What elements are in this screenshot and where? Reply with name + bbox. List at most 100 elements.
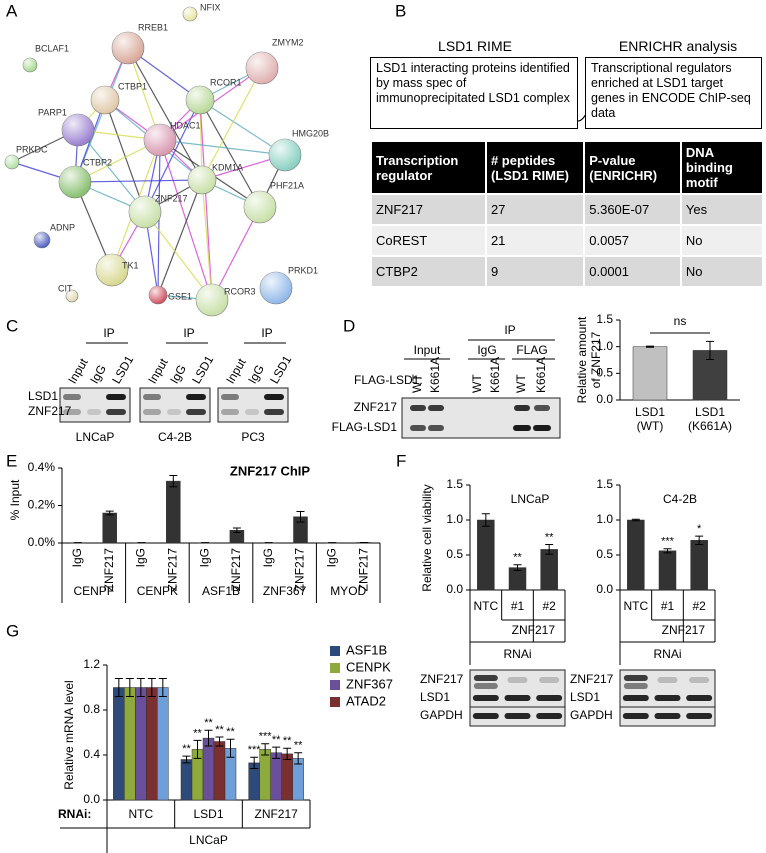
bar (213, 741, 226, 801)
network: NFIX BCLAF1 RREB1 ZMYM2 CTBP1 RCOR1 PARP1 HDAC1… (4, 2, 329, 317)
node-shine (34, 232, 50, 248)
x-tick-label: #1 (511, 599, 525, 613)
x-tick-label: NTC (128, 807, 153, 821)
legend-swatch (330, 697, 340, 707)
bar (632, 346, 668, 401)
y-tick-label: 1.5 (446, 477, 463, 491)
blot-band (186, 394, 206, 400)
data-table: Transcription regulator # peptides (LSD1 … (370, 142, 762, 286)
error-bar (136, 678, 145, 697)
blot-band (533, 425, 551, 431)
lane-label: WT (470, 374, 484, 393)
blot-band (245, 409, 259, 415)
lane-label: IgG (167, 362, 189, 386)
row-label: GAPDH (420, 708, 463, 722)
bar (477, 519, 495, 591)
node-shine (62, 114, 94, 146)
error-bar (232, 527, 241, 533)
lane-label: LSD1 (267, 353, 294, 386)
node-label: ZMYM2 (272, 37, 304, 47)
y-tick-label: 0.2% (28, 498, 56, 512)
table-cell: 0.0001 (583, 255, 681, 286)
error-bar (204, 729, 213, 747)
y-axis-label: Relative mRNA level (62, 680, 76, 789)
significance: ** (283, 735, 292, 747)
blot-band (689, 677, 710, 683)
row-label: FLAG-LSD1 (332, 420, 398, 434)
panel-label: C (6, 316, 18, 335)
bar (124, 687, 136, 801)
table-cell: Yes (679, 193, 762, 225)
bar (113, 687, 125, 801)
node-shine (260, 272, 292, 304)
error-bar (272, 746, 281, 759)
blot-band (87, 409, 101, 415)
panel-label: G (6, 621, 19, 640)
bar (102, 512, 117, 544)
error-bar (215, 736, 224, 747)
text-box: LSD1 interacting proteins identified by … (370, 57, 578, 129)
y-tick-label: 0.0 (596, 392, 613, 406)
blot-band (410, 425, 426, 431)
annotation: ns (674, 314, 687, 328)
node-shine (23, 58, 37, 72)
table-cell: ZNF217 (370, 193, 486, 225)
y-tick-label: 0.4 (83, 747, 100, 761)
y-tick-label: 1.2 (83, 657, 100, 671)
bar (658, 550, 677, 591)
error-bar (226, 738, 235, 758)
network-edge (201, 179, 213, 301)
error-bar (294, 752, 303, 765)
group-label: MYOD (330, 584, 366, 598)
bar (627, 519, 645, 591)
panel-label: E (6, 451, 17, 470)
blot-band (428, 405, 444, 411)
blot (139, 387, 211, 423)
node-shine (186, 86, 214, 114)
blot-band (534, 405, 550, 411)
blot-band (622, 713, 649, 719)
y-tick-label: 1.0 (596, 512, 613, 526)
error-bar (283, 747, 292, 760)
node-shine (246, 52, 278, 84)
x-tick-label: IgG (197, 548, 211, 567)
significance: ** (294, 740, 303, 752)
error-bar (481, 513, 490, 527)
chart-title: LNCaP (511, 492, 550, 506)
header-cell: # peptides (LSD1 RIME) (484, 142, 585, 194)
blot-band (504, 713, 531, 719)
group-label: CENPK (137, 584, 178, 598)
bar (270, 752, 282, 801)
legend-label: ATAD2 (346, 693, 386, 708)
node-label: RREB1 (138, 22, 168, 32)
node-label: CTBP2 (83, 157, 112, 167)
lane-label: K661A (488, 357, 502, 393)
row-label: ZNF217 (420, 672, 464, 686)
error-bar (193, 739, 202, 759)
node-label: HMG20B (292, 128, 329, 138)
blot-band (623, 675, 648, 681)
error-bar (545, 544, 554, 555)
panel-label: A (6, 1, 18, 20)
bar (157, 687, 169, 801)
node-shine (5, 155, 19, 169)
y-tick-label: 0.5 (596, 366, 613, 380)
blot-band (473, 675, 498, 681)
blot-band (504, 695, 531, 701)
x-tick-label: ZNF217 (293, 548, 307, 592)
y-tick-label: 0.0 (596, 582, 613, 596)
row-label: LSD1 (570, 690, 600, 704)
legend-swatch (330, 680, 340, 690)
blot-band (106, 409, 126, 415)
blot-band (536, 695, 563, 701)
error-bar (182, 755, 191, 764)
y-tick-label: 1.0 (596, 339, 613, 353)
lane-label: WT (410, 374, 424, 393)
blot-band (657, 677, 678, 683)
group-label: ASF1B (202, 584, 240, 598)
node-label: KDM1A (212, 162, 243, 172)
header-cell: Transcription regulator (370, 142, 486, 194)
blot-band (623, 683, 648, 689)
y-tick-label: 1.0 (446, 512, 463, 526)
